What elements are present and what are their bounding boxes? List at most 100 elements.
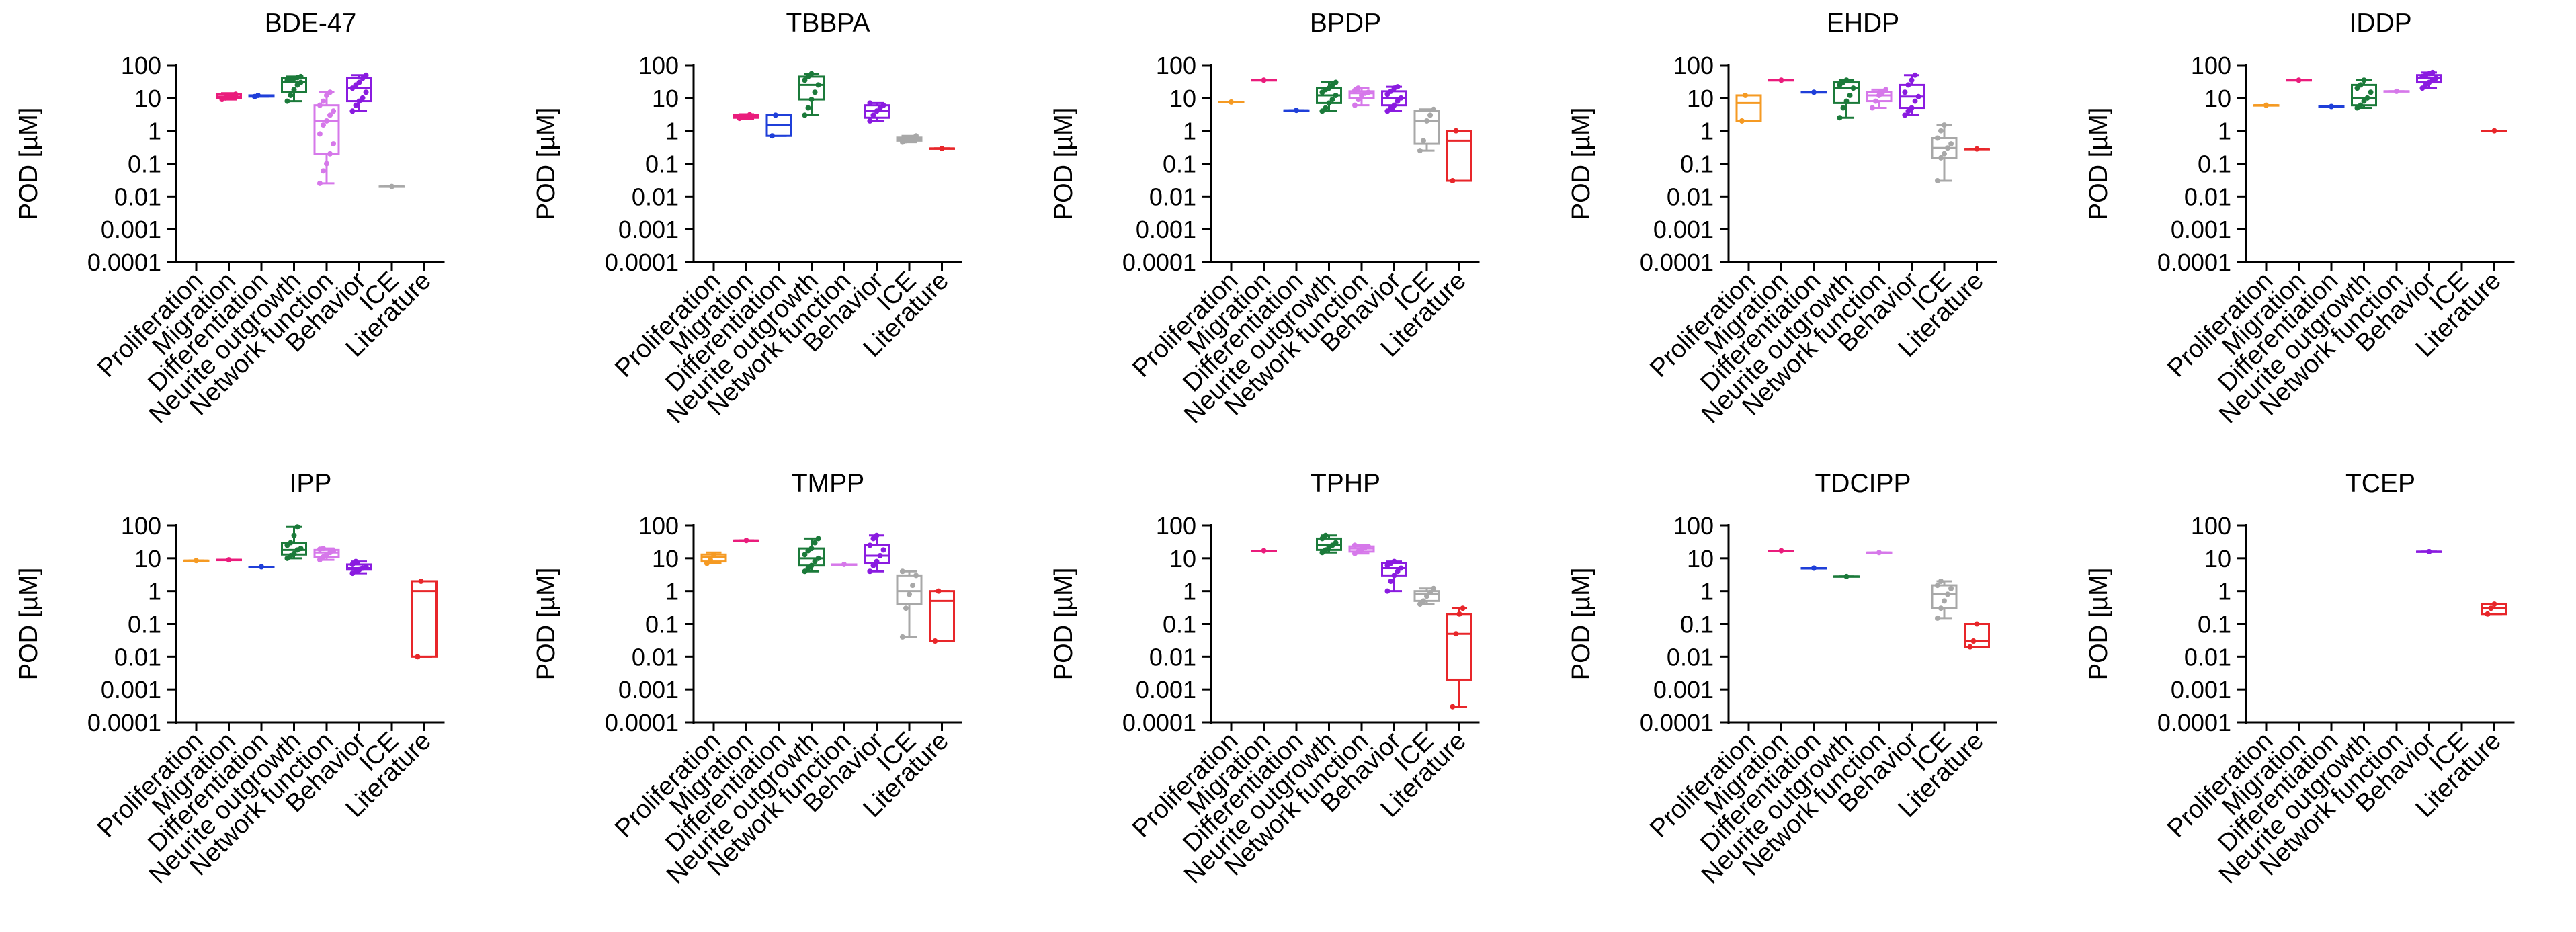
y-tick-label: 0.0001 (87, 709, 161, 736)
data-point (2296, 77, 2302, 83)
box-literature (1964, 621, 1990, 650)
data-point (298, 546, 304, 552)
data-point (1811, 565, 1817, 571)
data-point (1934, 615, 1940, 621)
data-point (1391, 573, 1397, 579)
data-point (812, 540, 818, 546)
data-point (1974, 621, 1980, 627)
data-point (2361, 98, 2367, 104)
y-tick-label: 10 (1687, 545, 1714, 573)
data-point (1778, 548, 1784, 554)
data-point (1417, 601, 1423, 607)
data-point (743, 538, 749, 544)
y-tick-label: 0.01 (632, 183, 679, 210)
data-point (1398, 565, 1404, 571)
data-point (874, 558, 880, 564)
y-tick-label: 0.001 (2171, 676, 2231, 704)
data-point (1872, 98, 1878, 104)
data-point (353, 102, 359, 108)
data-point (1934, 135, 1940, 141)
box-iqr (411, 580, 438, 658)
data-point (877, 552, 883, 558)
y-axis-label: POD [µM] (1050, 568, 1078, 681)
box-ice (1413, 106, 1440, 154)
y-axis-label: POD [µM] (532, 568, 560, 681)
box-network-function (313, 89, 340, 186)
y-tick-label: 0.001 (1136, 676, 1196, 704)
box-migration (2286, 77, 2312, 83)
box-neurite-outgrowth (1316, 79, 1342, 114)
data-point (2491, 601, 2497, 607)
data-point (1945, 145, 1951, 151)
data-point (1934, 178, 1940, 184)
box-ice (1931, 122, 1958, 184)
box-neurite-outgrowth (1833, 573, 1860, 579)
data-point (2364, 95, 2370, 101)
data-point (1909, 105, 1915, 111)
chart-title: TMPP (792, 469, 864, 498)
y-tick-label: 10 (652, 545, 679, 573)
data-point (1778, 77, 1784, 83)
box-literature (929, 588, 955, 644)
y-tick-label: 0.0001 (2157, 249, 2231, 276)
data-point (353, 558, 359, 564)
data-point (707, 557, 713, 563)
box-neurite-outgrowth (1833, 77, 1860, 121)
data-point (288, 540, 294, 546)
y-tick-label: 0.01 (1667, 643, 1714, 671)
data-point (704, 560, 710, 566)
data-point (1388, 88, 1394, 94)
data-point (356, 98, 362, 104)
y-tick-label: 1 (665, 118, 679, 145)
data-point (1398, 95, 1404, 101)
y-tick-label: 0.001 (2171, 216, 2231, 243)
box-proliferation (700, 551, 727, 566)
data-point (320, 122, 326, 128)
data-point (747, 112, 753, 118)
box-migration (1251, 77, 1277, 83)
data-point (913, 573, 919, 579)
data-point (1333, 540, 1339, 546)
box-migration (733, 538, 759, 544)
data-point (711, 552, 716, 558)
data-point (349, 108, 356, 114)
data-point (1974, 146, 1980, 152)
box-network-function (1866, 550, 1893, 556)
data-point (1945, 591, 1951, 597)
data-point (870, 112, 876, 118)
y-tick-label: 0.0001 (1122, 709, 1196, 736)
y-tick-label: 0.001 (1653, 216, 1714, 243)
data-point (1391, 102, 1397, 108)
data-point (1876, 92, 1882, 98)
box-behavior (864, 532, 890, 575)
box-network-function (2383, 88, 2410, 94)
data-point (808, 546, 815, 552)
box-migration (216, 557, 242, 563)
data-point (870, 536, 876, 542)
data-point (291, 550, 297, 556)
data-point (360, 95, 366, 101)
box-literature (929, 145, 955, 151)
chart-title: TPHP (1311, 469, 1380, 498)
data-point (415, 654, 421, 660)
data-point (1427, 589, 1434, 595)
y-axis-label: POD [µM] (2085, 108, 2113, 220)
box-differentiation (2318, 103, 2345, 110)
data-point (2368, 89, 2374, 95)
data-point (1323, 532, 1329, 538)
data-point (389, 183, 394, 189)
data-point (812, 89, 818, 95)
data-point (2263, 102, 2269, 108)
data-point (880, 102, 886, 108)
y-tick-label: 0.01 (1667, 183, 1714, 210)
y-tick-label: 1 (148, 578, 161, 605)
chart-title: IPP (290, 469, 332, 498)
data-point (1388, 578, 1394, 584)
box-iqr (929, 590, 955, 642)
data-point (1938, 578, 1944, 584)
data-point (1355, 85, 1361, 91)
data-point (1420, 598, 1426, 604)
